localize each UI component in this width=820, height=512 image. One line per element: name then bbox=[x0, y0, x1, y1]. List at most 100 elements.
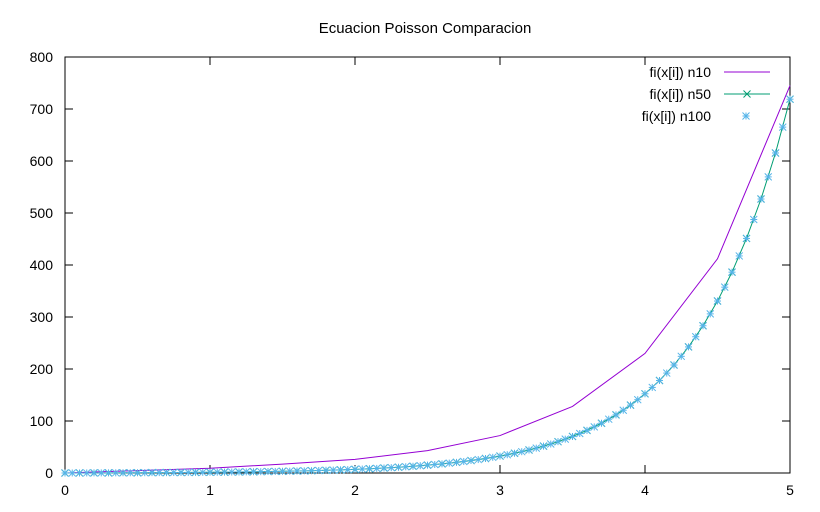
data-point bbox=[97, 469, 106, 477]
data-point bbox=[619, 406, 628, 415]
data-point bbox=[662, 369, 671, 377]
data-point bbox=[445, 459, 454, 467]
data-point bbox=[510, 449, 519, 458]
x-tick-label: 1 bbox=[206, 482, 214, 498]
data-point bbox=[184, 468, 193, 477]
y-tick-label: 300 bbox=[30, 309, 54, 325]
data-point bbox=[677, 352, 686, 361]
data-point bbox=[742, 234, 751, 243]
data-point bbox=[699, 321, 707, 330]
data-point bbox=[256, 467, 265, 476]
data-point bbox=[111, 468, 120, 477]
data-point bbox=[351, 465, 359, 474]
data-point bbox=[264, 467, 272, 476]
x-tick-label: 5 bbox=[786, 482, 794, 498]
data-point bbox=[604, 415, 613, 424]
data-point bbox=[293, 467, 301, 475]
chart-title: Ecuacion Poisson Comparacion bbox=[319, 20, 532, 37]
data-point bbox=[409, 462, 417, 471]
data-point bbox=[452, 458, 461, 467]
x-tick-label: 3 bbox=[496, 482, 504, 498]
legend-label: fi(x[i]) n50 bbox=[650, 86, 712, 102]
data-point bbox=[691, 332, 700, 341]
axis-ticks: 0 1 2 3 4 5 0 100 200 300 400 500 600 700 800 bbox=[30, 49, 794, 498]
data-point bbox=[394, 463, 403, 472]
y-tick-label: 500 bbox=[30, 205, 54, 221]
data-point bbox=[242, 468, 251, 476]
y-tick-label: 700 bbox=[30, 101, 54, 117]
data-point bbox=[561, 435, 570, 444]
x-tick-label: 4 bbox=[641, 482, 649, 498]
data-point bbox=[612, 411, 620, 419]
data-point bbox=[467, 456, 475, 465]
data-point bbox=[575, 429, 584, 438]
data-point bbox=[459, 457, 468, 466]
series-layer bbox=[61, 85, 794, 477]
y-tick-label: 800 bbox=[30, 49, 54, 65]
data-point bbox=[554, 437, 562, 446]
data-point bbox=[771, 149, 780, 157]
data-point bbox=[249, 467, 258, 476]
data-point bbox=[191, 468, 200, 477]
data-point bbox=[271, 467, 280, 476]
data-point bbox=[546, 440, 555, 448]
data-point bbox=[140, 468, 149, 477]
data-point bbox=[517, 447, 526, 456]
data-point bbox=[503, 450, 512, 459]
data-point bbox=[104, 469, 113, 477]
legend-label: fi(x[i]) n100 bbox=[642, 108, 711, 124]
data-point bbox=[336, 466, 345, 474]
data-point bbox=[713, 297, 722, 305]
data-point bbox=[169, 468, 178, 477]
data-point bbox=[778, 123, 787, 131]
legend-item: fi(x[i]) n100 bbox=[642, 108, 750, 124]
series-line bbox=[64, 85, 791, 474]
data-point bbox=[148, 468, 156, 477]
data-point bbox=[488, 453, 497, 462]
data-point bbox=[343, 465, 352, 474]
data-point bbox=[372, 464, 381, 473]
data-point bbox=[90, 469, 98, 477]
data-point bbox=[720, 283, 729, 292]
data-point bbox=[285, 467, 294, 476]
data-point bbox=[227, 468, 236, 476]
data-point bbox=[75, 469, 84, 477]
data-point bbox=[278, 467, 287, 476]
legend-marker bbox=[742, 112, 750, 120]
data-point bbox=[213, 468, 222, 477]
data-point bbox=[162, 468, 171, 477]
data-point bbox=[648, 383, 657, 392]
legend-item: fi(x[i]) n10 bbox=[650, 64, 770, 80]
data-point bbox=[68, 469, 77, 477]
data-point bbox=[322, 466, 330, 475]
data-point bbox=[126, 468, 135, 477]
legend-item: fi(x[i]) n50 bbox=[650, 86, 770, 102]
data-point bbox=[430, 460, 439, 469]
data-point bbox=[474, 455, 483, 464]
x-tick-label: 2 bbox=[351, 482, 359, 498]
legend-label: fi(x[i]) n10 bbox=[650, 64, 712, 80]
data-point bbox=[119, 468, 127, 477]
data-point bbox=[387, 463, 396, 472]
y-tick-label: 400 bbox=[30, 257, 54, 273]
x-tick-label: 0 bbox=[61, 482, 69, 498]
legend-marker bbox=[743, 90, 751, 98]
data-point bbox=[786, 95, 794, 104]
data-point bbox=[633, 395, 642, 404]
data-point bbox=[206, 468, 214, 477]
data-point bbox=[314, 466, 323, 475]
data-point bbox=[416, 461, 425, 470]
series-2 bbox=[61, 95, 794, 477]
series-line bbox=[64, 99, 791, 474]
data-point bbox=[735, 252, 744, 260]
data-point bbox=[539, 442, 548, 451]
data-point bbox=[568, 432, 577, 441]
data-point bbox=[590, 423, 599, 431]
data-point bbox=[82, 469, 91, 477]
data-point bbox=[532, 444, 541, 452]
y-tick-label: 200 bbox=[30, 361, 54, 377]
data-point bbox=[401, 462, 410, 471]
data-point bbox=[525, 446, 533, 454]
data-point bbox=[133, 468, 142, 477]
